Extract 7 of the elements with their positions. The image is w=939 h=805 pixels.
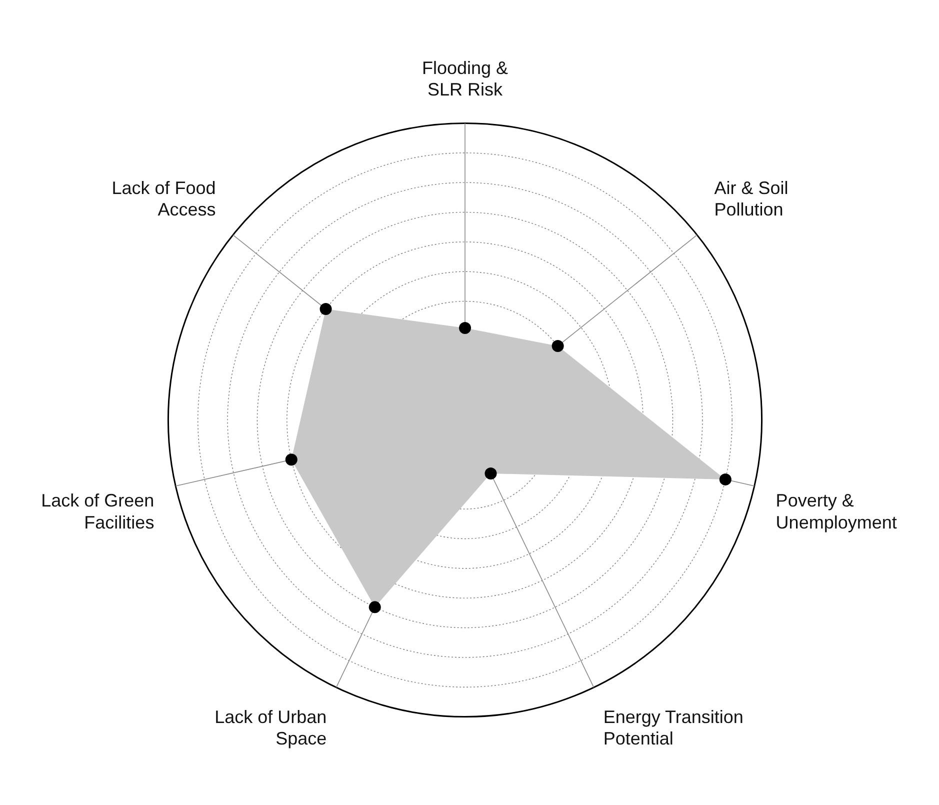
spoke-label: Lack of Urban Space — [214, 707, 327, 749]
spoke-label: Air & Soil Pollution — [714, 178, 788, 220]
spoke-label: Poverty & Unemployment — [776, 490, 897, 532]
spoke-label: Lack of Green Facilities — [41, 490, 154, 532]
spoke-label: Flooding & SLR Risk — [422, 58, 508, 100]
spoke-label: Lack of Food Access — [112, 178, 216, 220]
spoke-label: Energy Transition Potential — [603, 707, 744, 749]
